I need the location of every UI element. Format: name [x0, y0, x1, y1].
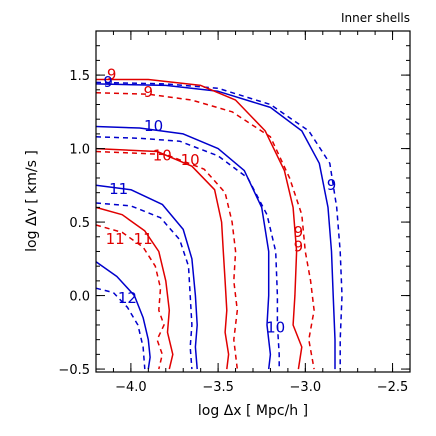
contour-label-13: 12 — [118, 289, 137, 307]
contour-label-11: 11 — [134, 230, 153, 248]
contour-label-0: 9 — [107, 66, 117, 84]
contour-label-10: 11 — [106, 230, 125, 248]
contour-red-dashed-11 — [95, 224, 165, 370]
y-tick-label: 1.0 — [69, 143, 90, 158]
y-axis-title: log Δv [ km/s ] — [24, 150, 40, 252]
contour-blue-dashed-1 — [95, 81, 343, 370]
contour-label-9: 11 — [109, 180, 128, 198]
contour-label-12: 10 — [266, 318, 285, 336]
x-axis-title: log Δx [ Mpc/h ] — [198, 403, 308, 419]
tick-layer: −4.0 −3.5 −3.0 −2.5 −0.5 0.0 0.5 1.0 1.5 — [58, 31, 410, 395]
panel-title: Inner shells — [341, 11, 410, 25]
contour-blue-solid-8 — [95, 184, 198, 370]
plot-frame — [95, 30, 411, 373]
x-tick-label: −3.5 — [202, 380, 234, 395]
x-tick-label: −4.0 — [115, 380, 147, 395]
contour-red-solid-2 — [96, 78, 303, 370]
contour-label-6: 10 — [181, 151, 200, 169]
y-tick-label: 0.0 — [69, 290, 90, 305]
y-tick-label: 0.5 — [69, 216, 90, 231]
contour-red-solid-10 — [95, 206, 174, 370]
series-layer — [95, 78, 343, 370]
y-tick-label: −0.5 — [58, 363, 90, 378]
contour-label-5: 10 — [153, 146, 172, 164]
contour-blue-solid-4 — [95, 125, 272, 370]
contour-red-dashed-3 — [95, 91, 315, 370]
contour-blue-dashed-13 — [95, 287, 146, 370]
contour-blue-dashed-5 — [95, 136, 280, 370]
contour-label-3: 9 — [327, 176, 337, 194]
y-tick-label: 1.5 — [69, 69, 90, 84]
contour-label-2: 9 — [144, 83, 154, 101]
contour-blue-solid-12 — [95, 261, 151, 370]
x-tick-label: −2.5 — [377, 380, 409, 395]
contour-red-solid-6 — [95, 147, 230, 370]
contour-red-dashed-7 — [95, 150, 239, 370]
x-tick-label: −3.0 — [290, 380, 322, 395]
contour-blue-dashed-9 — [95, 202, 193, 370]
contour-blue-solid-0 — [95, 83, 336, 370]
contour-label-7: 9 — [294, 223, 304, 241]
contour-label-8: 9 — [294, 238, 304, 256]
contour-label-4: 10 — [144, 117, 163, 135]
contour-label-1: 9 — [103, 73, 113, 91]
